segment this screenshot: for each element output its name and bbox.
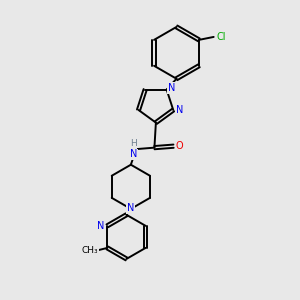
- Text: O: O: [176, 141, 183, 151]
- Text: N: N: [127, 203, 134, 213]
- Text: N: N: [130, 149, 137, 159]
- Text: Cl: Cl: [217, 32, 226, 42]
- Text: N: N: [176, 105, 183, 115]
- Text: CH₃: CH₃: [81, 246, 98, 255]
- Text: N: N: [97, 221, 104, 231]
- Text: N: N: [168, 83, 175, 93]
- Text: H: H: [130, 139, 136, 148]
